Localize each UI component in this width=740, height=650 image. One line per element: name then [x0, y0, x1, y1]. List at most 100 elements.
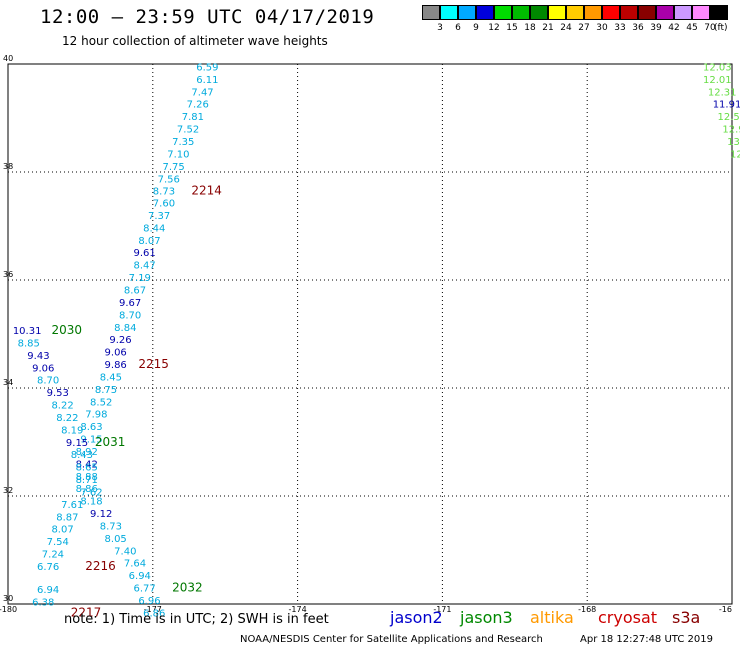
latitude-label: 40 — [3, 54, 13, 63]
pass-time-labels: 2214 2215 2216 2217 2030 2031 2032 — [51, 184, 222, 620]
wave-height-value: 8.22 — [51, 401, 73, 412]
page-subtitle: 12 hour collection of altimeter wave hei… — [62, 34, 328, 48]
legend-label: 27 — [578, 23, 590, 33]
satellite-jason3-label: jason3 — [460, 608, 513, 627]
wave-height-value: 7.54 — [47, 537, 69, 548]
satellite-altika-label: altika — [530, 608, 574, 627]
map-frame — [7, 63, 733, 605]
wave-height-value: 7.40 — [114, 546, 136, 557]
lat-lon-grid — [8, 64, 732, 604]
wave-height-value: 7.62 — [80, 487, 102, 498]
wave-height-value: 8.19 — [61, 425, 83, 436]
pass-time-label: 2217 — [71, 605, 102, 619]
wave-height-value: 9.43 — [27, 351, 49, 362]
wave-height-value: 6.94 — [37, 585, 59, 596]
wave-height-value: 8.70 — [119, 310, 141, 321]
satellite-s3a-label: s3a — [672, 608, 701, 627]
wave-height-value: 8.75 — [95, 385, 117, 396]
wave-height-value: 8.73 — [153, 187, 175, 198]
legend-swatch — [584, 5, 602, 20]
legend-label: 15 — [506, 23, 518, 33]
satellite-cryosat-label: cryosat — [598, 608, 658, 627]
pass-time-label: 2032 — [172, 581, 203, 595]
wave-height-value: 9.61 — [133, 248, 155, 259]
legend-swatch — [548, 5, 566, 20]
wave-height-value: 7.61 — [61, 500, 83, 511]
legend-swatch — [458, 5, 476, 20]
pass-time-label: 2216 — [85, 559, 116, 573]
latitude-label: 36 — [3, 270, 13, 279]
legend-swatch — [710, 5, 728, 20]
wave-height-value: 8.70 — [37, 376, 59, 387]
wave-height-value: 7.47 — [191, 87, 213, 98]
wave-height-value: 7.56 — [158, 174, 180, 185]
wave-height-value: 7.35 — [172, 137, 194, 148]
wave-height-value: 9.53 — [47, 388, 69, 399]
wave-height-value: 8.45 — [100, 372, 122, 383]
legend-swatch — [692, 5, 710, 20]
wave-height-value: 8.73 — [100, 521, 122, 532]
wave-height-value: 8.22 — [56, 413, 78, 424]
wave-height-value: 8.87 — [56, 512, 78, 523]
pass-time-label: 2031 — [95, 435, 126, 449]
legend-swatch — [530, 5, 548, 20]
wave-height-value: 8.43 — [71, 450, 93, 461]
page-title: 12:00 – 23:59 UTC 04/17/2019 — [40, 6, 375, 28]
wave-height-value: 6.77 — [133, 584, 155, 595]
wave-height-value: 7.10 — [167, 149, 189, 160]
legend-label: 36 — [632, 23, 644, 33]
wave-height-value: 7.37 — [148, 211, 170, 222]
wave-height-value: 12.03 — [703, 62, 732, 73]
legend-swatch — [440, 5, 458, 20]
wave-height-value: 8.42 — [76, 459, 98, 470]
legend-label: 39 — [650, 23, 662, 33]
legend-swatch — [422, 5, 440, 20]
latitude-labels: 40 38 36 34 32 30 — [3, 54, 13, 603]
wave-height-value: 6.76 — [37, 562, 59, 573]
wave-height-value: 9.86 — [105, 360, 127, 371]
wave-height-value: 9.67 — [119, 298, 141, 309]
wave-height-value: 7.81 — [182, 112, 204, 123]
wave-height-value: 8.63 — [80, 422, 102, 433]
credit-line: NOAA/NESDIS Center for Satellite Applica… — [240, 634, 543, 645]
wave-height-points: 6.59 6.117.47 7.267.81 7.527.357.10 7.757.56… — [13, 62, 740, 619]
legend-label: 21 — [542, 23, 554, 33]
longitude-label: -168 — [578, 605, 596, 614]
wave-height-value: 8.05 — [105, 534, 127, 545]
latitude-label: 32 — [3, 486, 13, 495]
pass-time-label: 2214 — [191, 184, 222, 198]
wave-height-value: 7.26 — [187, 100, 209, 111]
wave-height-value: 6.38 — [32, 598, 54, 609]
wave-height-value: 7.98 — [85, 410, 107, 421]
wave-height-value: 6.11 — [196, 75, 218, 86]
wave-height-value: 6.86 — [143, 608, 165, 619]
legend-label: 6 — [455, 23, 461, 33]
wave-height-value: 7.24 — [42, 550, 64, 561]
wave-height-value: 8.84 — [114, 323, 136, 334]
legend-label: 12 — [488, 23, 500, 33]
wave-height-value: 9.12 — [90, 509, 112, 520]
legend-label: 33 — [614, 23, 626, 33]
pass-time-label: 2030 — [51, 323, 82, 337]
wave-height-value: 9.15 — [80, 435, 102, 446]
wave-height-value: 11.91 — [713, 100, 740, 111]
wave-height-value: 7.60 — [153, 199, 175, 210]
wave-height-value: 6.94 — [129, 571, 151, 582]
wave-height-value: 6.96 — [138, 596, 160, 607]
wave-height-value: 13.56 — [727, 137, 740, 148]
latitude-label: 34 — [3, 378, 13, 387]
wave-height-value: 9.26 — [109, 335, 131, 346]
wave-height-value: 7.75 — [162, 162, 184, 173]
wave-height-value: 8.44 — [143, 223, 165, 234]
legend-swatch — [674, 5, 692, 20]
wave-height-value: 12.31 — [708, 87, 737, 98]
legend-label: 30 — [596, 23, 608, 33]
legend-label: 70 — [704, 23, 716, 33]
legend-swatch — [602, 5, 620, 20]
legend-label: 45 — [686, 23, 698, 33]
legend-swatch — [656, 5, 674, 20]
wave-height-value: 8.47 — [133, 261, 155, 272]
wave-height-value: 8.07 — [138, 236, 160, 247]
legend-label: 24 — [560, 23, 572, 33]
wave-height-value: 9.15 — [66, 438, 88, 449]
